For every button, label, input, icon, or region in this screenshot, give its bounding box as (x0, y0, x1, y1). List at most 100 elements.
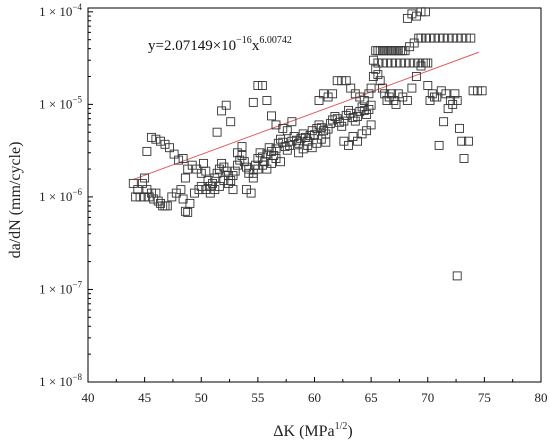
x-axis-title-superscript: 1/2 (335, 421, 348, 432)
data-point (310, 130, 319, 140)
data-point (330, 112, 340, 121)
data-point (183, 207, 193, 217)
data-point (262, 149, 272, 159)
data-point (262, 96, 272, 105)
data-point (461, 33, 471, 43)
data-point (228, 185, 238, 195)
data-point (411, 72, 421, 81)
data-point (226, 176, 236, 186)
data-point (153, 196, 163, 206)
data-point (214, 164, 224, 174)
data-point (425, 33, 435, 43)
data-point (387, 58, 396, 68)
data-point (382, 58, 392, 68)
data-point (242, 162, 251, 172)
data-point (160, 139, 170, 149)
data-point (457, 33, 467, 43)
fit-equation-prefix: y=2.07149×10 (148, 38, 236, 54)
data-point (223, 178, 233, 188)
y-tick-label: 1 × 10−6 (39, 187, 82, 204)
y-tick-label-base: 1 × 10 (39, 96, 72, 111)
x-tick-label: 70 (421, 390, 434, 405)
data-point (156, 198, 165, 208)
data-point (233, 148, 242, 158)
data-point (402, 96, 412, 105)
data-point (321, 137, 331, 147)
data-point (373, 58, 383, 68)
data-point (194, 185, 204, 195)
data-point (294, 138, 304, 148)
data-point (180, 173, 190, 183)
data-point (276, 157, 285, 167)
x-tick-label: 45 (138, 390, 151, 405)
y-tick-label-exponent: −8 (72, 372, 82, 382)
data-point (221, 166, 231, 176)
data-point (146, 188, 156, 198)
data-point (196, 168, 206, 178)
data-point (459, 154, 469, 163)
y-axis-title: da/dN (mm/cycle) (7, 142, 24, 259)
data-point (190, 188, 199, 198)
data-point (357, 102, 367, 112)
data-point (477, 86, 487, 96)
data-point (421, 58, 430, 68)
axis-ticks: 40 45 50 55 60 65 70 75 801 × 10−81 × 10−71 × 10… (39, 2, 547, 405)
data-point (434, 33, 444, 43)
y-tick-label-exponent: −4 (72, 2, 82, 12)
data-point (282, 145, 292, 155)
data-point (421, 33, 430, 43)
data-point (400, 58, 410, 68)
data-point (210, 173, 220, 183)
data-point (441, 89, 451, 99)
data-point (341, 76, 351, 86)
data-point (357, 129, 367, 139)
data-point (239, 157, 249, 167)
data-point (416, 7, 426, 17)
data-point (257, 81, 267, 90)
data-point (418, 58, 428, 68)
data-point (452, 33, 462, 43)
data-point (430, 92, 439, 102)
data-point (348, 113, 358, 123)
data-point (208, 178, 218, 188)
data-point (341, 110, 351, 120)
y-tick-label-exponent: −7 (72, 279, 82, 289)
data-point (366, 83, 376, 93)
data-point (344, 105, 353, 115)
data-point (137, 178, 147, 188)
y-tick-label-base: 1 × 10 (39, 189, 72, 204)
x-tick-label: 75 (478, 390, 491, 405)
data-point (362, 109, 372, 119)
data-point (407, 9, 417, 19)
data-point (355, 92, 365, 102)
y-tick-label-base: 1 × 10 (39, 4, 72, 19)
data-point (233, 160, 242, 170)
data-point (373, 70, 383, 80)
data-point (235, 155, 245, 165)
data-point (262, 164, 272, 174)
data-point (346, 83, 356, 93)
fit-equation-variable: x (252, 38, 260, 54)
data-point (391, 58, 401, 68)
data-point (314, 96, 324, 105)
data-point (473, 86, 483, 96)
data-point (416, 33, 426, 43)
data-point (242, 185, 251, 195)
data-point (248, 173, 258, 183)
data-point (217, 106, 227, 116)
x-axis-title: ΔK (MPa1/2) (273, 421, 353, 440)
y-tick-label-base: 1 × 10 (39, 281, 72, 296)
data-point (178, 154, 188, 163)
y-tick-label: 1 × 10−5 (39, 94, 82, 111)
data-point (162, 201, 172, 211)
x-tick-label: 55 (251, 390, 264, 405)
data-point (210, 185, 220, 195)
data-point (271, 154, 281, 163)
data-point (434, 140, 444, 150)
data-point (384, 92, 394, 102)
data-point (271, 120, 281, 130)
data-point (142, 146, 152, 156)
data-point (178, 194, 188, 204)
data-point (219, 176, 229, 186)
